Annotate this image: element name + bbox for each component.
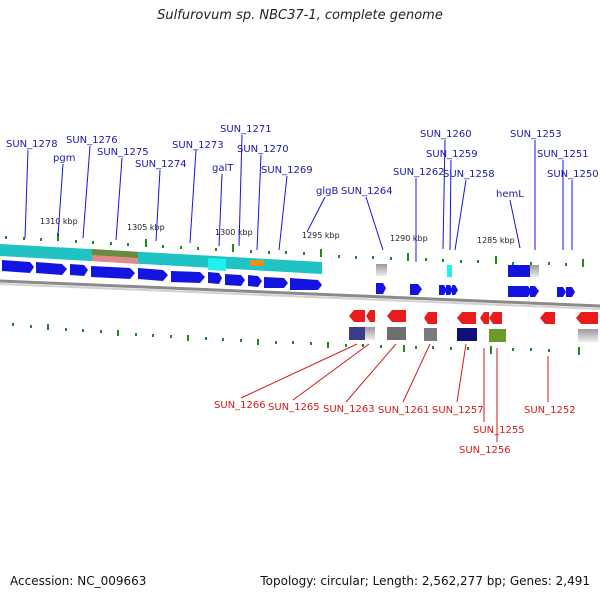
gene-label-sun-1274: SUN_1274 <box>135 159 187 170</box>
gene-label-sun-1265: SUN_1265 <box>268 402 320 413</box>
forward-gene-arrows <box>2 260 575 297</box>
gene-arrow <box>457 312 476 324</box>
gene-arrow <box>557 287 566 297</box>
forward-feature-boxes <box>376 264 539 277</box>
gene-arrow <box>452 285 458 295</box>
gene-label-pgm: pgm <box>53 153 75 164</box>
gene-arrow <box>530 286 539 297</box>
gene-label-sun-1261: SUN_1261 <box>378 405 430 416</box>
gene-arrow <box>489 312 502 324</box>
gene-label-sun-1259: SUN_1259 <box>426 149 478 160</box>
gene-label-sun-1252: SUN_1252 <box>524 405 576 416</box>
gene-arrow <box>576 312 598 324</box>
gene-arrow <box>540 312 555 324</box>
gene-arrow <box>480 312 489 324</box>
gene-arrow <box>508 286 532 297</box>
genome-backbone-shadow <box>0 283 600 310</box>
gene-label-sun-1278: SUN_1278 <box>6 139 58 150</box>
gene-arrow <box>36 262 67 275</box>
reverse-feature-boxes <box>349 327 598 342</box>
gene-label-sun-1257: SUN_1257 <box>432 405 484 416</box>
gene-arrow <box>2 260 34 273</box>
gene-arrow <box>171 271 205 283</box>
gene-arrow <box>566 287 575 297</box>
reverse-leader-lines <box>240 343 549 442</box>
genome-summary-text: Topology: circular; Length: 2,562,277 bp… <box>260 574 590 588</box>
gene-arrow <box>349 310 365 322</box>
gene-label-sun-1271: SUN_1271 <box>220 124 272 135</box>
scale-ticks-lower <box>12 323 580 355</box>
gene-label-sun-1258: SUN_1258 <box>443 169 495 180</box>
gene-arrow <box>70 264 88 276</box>
gene-arrow <box>410 284 422 295</box>
gene-label-sun-1273: SUN_1273 <box>172 140 224 151</box>
gene-label-sun-1260: SUN_1260 <box>420 129 472 140</box>
genome-backbone <box>0 279 600 308</box>
gene-label-sun-1251: SUN_1251 <box>537 149 589 160</box>
gene-arrow <box>439 285 447 295</box>
gene-label-sun-1264: SUN_1264 <box>341 186 393 197</box>
gene-label-sun-1255: SUN_1255 <box>473 425 525 436</box>
gene-label-galt: galT <box>212 163 234 174</box>
gene-arrow <box>424 312 437 324</box>
scale-label: 1305 kbp <box>127 223 165 232</box>
gene-label-sun-1270: SUN_1270 <box>237 144 289 155</box>
gene-arrow <box>366 310 375 322</box>
reverse-gene-arrows <box>349 310 598 324</box>
gene-arrow <box>446 285 453 295</box>
gene-label-glgb: glgB <box>316 186 338 197</box>
gene-arrow <box>248 275 262 287</box>
gene-label-sun-1276: SUN_1276 <box>66 135 118 146</box>
gene-arrow <box>290 278 322 290</box>
gene-arrow <box>91 266 135 279</box>
forward-leader-lines <box>24 134 573 262</box>
reverse-gene-labels: SUN_1266 SUN_1265 SUN_1263 SUN_1261 SUN_… <box>214 400 576 456</box>
scale-label: 1295 kbp <box>302 231 340 240</box>
gene-label-sun-1269: SUN_1269 <box>261 165 313 176</box>
gene-arrow <box>387 310 406 322</box>
gene-label-sun-1253: SUN_1253 <box>510 129 562 140</box>
gene-label-heml: hemL <box>496 189 524 200</box>
accession-text: Accession: NC_009663 <box>10 574 147 588</box>
forward-gene-labels: SUN_1278 pgm SUN_1276 SUN_1275 SUN_1274 … <box>6 124 599 200</box>
scale-label: 1290 kbp <box>390 234 428 243</box>
gene-label-sun-1266: SUN_1266 <box>214 400 266 411</box>
scale-ticks-upper <box>5 233 584 267</box>
gene-label-sun-1263: SUN_1263 <box>323 404 375 415</box>
gene-arrow <box>376 283 386 294</box>
gene-label-sun-1275: SUN_1275 <box>97 147 149 158</box>
scale-label: 1300 kbp <box>215 228 253 237</box>
gene-arrow <box>264 277 288 288</box>
genome-title: Sulfurovum sp. NBC37-1, complete genome <box>157 8 443 23</box>
gene-label-sun-1250: SUN_1250 <box>547 169 599 180</box>
gene-label-sun-1262: SUN_1262 <box>393 167 445 178</box>
scale-label: 1285 kbp <box>477 236 515 245</box>
gene-arrow <box>225 274 245 286</box>
gene-arrow <box>138 268 168 281</box>
feature-band <box>0 244 322 274</box>
gene-arrow <box>208 272 222 284</box>
gene-label-sun-1256: SUN_1256 <box>459 445 511 456</box>
